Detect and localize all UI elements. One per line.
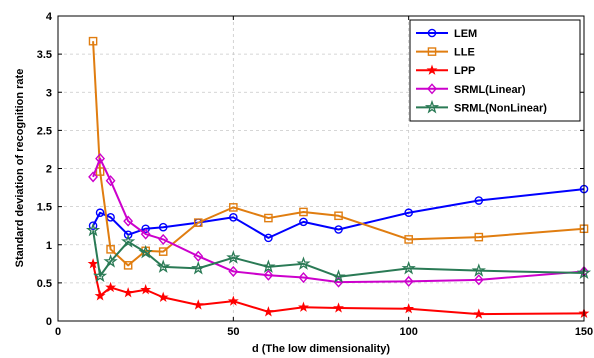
series-lpp-point bbox=[262, 306, 274, 317]
series-lle-point bbox=[299, 207, 308, 217]
series-lle-point bbox=[106, 245, 115, 254]
series-lem-point bbox=[474, 196, 484, 205]
series-lle-point bbox=[123, 261, 133, 270]
series-lle-point bbox=[88, 36, 98, 46]
series-srml-nonlinear-point bbox=[226, 250, 241, 264]
series-lem-point bbox=[334, 225, 343, 234]
series-srml-nonlinear-point bbox=[471, 263, 486, 277]
legend-entry: SRML(NonLinear) bbox=[454, 102, 547, 114]
series-srml-linear-point bbox=[123, 215, 134, 227]
series-lpp-point bbox=[227, 295, 239, 306]
y-tick-label: 1 bbox=[46, 240, 52, 252]
series-srml-nonlinear-point bbox=[138, 244, 153, 259]
series-srml-linear-point bbox=[140, 228, 151, 240]
series-lle-point bbox=[474, 232, 484, 242]
series-lem-point bbox=[141, 224, 150, 234]
x-axis-label: d (The low dimensionality) bbox=[252, 343, 390, 355]
series-lle-point bbox=[264, 213, 273, 223]
series-srml-nonlinear-point bbox=[191, 260, 206, 275]
series-srml-nonlinear-point bbox=[401, 260, 416, 275]
series-layer bbox=[85, 36, 592, 319]
series-srml-linear-point bbox=[105, 175, 116, 187]
series-lle-point bbox=[193, 218, 203, 227]
series-srml-nonlinear-point bbox=[85, 222, 101, 237]
series-lle bbox=[88, 36, 589, 270]
series-lle-point bbox=[334, 211, 343, 221]
series-lpp-point bbox=[157, 291, 169, 302]
series-srml-linear-point bbox=[193, 250, 204, 262]
series-srml-nonlinear-point bbox=[121, 234, 136, 248]
series-lem-point bbox=[299, 217, 308, 227]
series-srml-nonlinear-point bbox=[103, 254, 118, 268]
series-lpp-point bbox=[473, 308, 485, 319]
series-srml-linear-point bbox=[298, 271, 309, 284]
series-lem-point bbox=[123, 230, 133, 240]
y-tick-label: 0 bbox=[46, 316, 52, 328]
series-srml-nonlinear-point bbox=[92, 268, 108, 283]
series-lpp-point bbox=[298, 301, 309, 312]
series-lpp-point bbox=[192, 299, 204, 310]
y-tick-label: 0.5 bbox=[37, 278, 52, 290]
series-srml-linear-point bbox=[88, 171, 99, 183]
series-lpp-point bbox=[105, 281, 117, 293]
x-tick-label: 150 bbox=[575, 326, 593, 338]
series-srml-linear-point bbox=[228, 265, 239, 277]
legend: LEM LLE LPP SRML(Linear) SRML(NonLinear) bbox=[409, 19, 581, 122]
legend-marker bbox=[427, 83, 437, 95]
series-srml-nonlinear-point bbox=[296, 256, 311, 270]
series-lle-point bbox=[404, 235, 413, 244]
series-lpp-point bbox=[87, 258, 99, 269]
series-lle-point bbox=[95, 167, 105, 176]
legend-entry: LLE bbox=[454, 47, 475, 59]
series-srml-linear-point bbox=[403, 275, 414, 287]
series-lem-point bbox=[95, 208, 105, 218]
series-srml-linear-point bbox=[473, 274, 484, 286]
series-lpp-point bbox=[333, 302, 344, 313]
legend-entry: LPP bbox=[454, 65, 475, 77]
series-lem-point bbox=[229, 212, 238, 222]
legend-entry: LEM bbox=[454, 28, 477, 40]
series-lpp-point bbox=[94, 290, 106, 301]
series-srml-linear-point bbox=[263, 269, 274, 281]
series-lle-point bbox=[158, 247, 168, 256]
series-lpp-line bbox=[92, 263, 585, 316]
y-tick-label: 4 bbox=[46, 11, 53, 23]
y-tick-label: 3 bbox=[46, 87, 52, 99]
y-tick-label: 1.5 bbox=[37, 202, 52, 214]
series-lle-point bbox=[229, 203, 238, 212]
legend-marker bbox=[424, 99, 440, 114]
series-lpp-point bbox=[140, 284, 152, 295]
axis-ticks: 0 50 100 150 0 0.5 1 1.5 2 2.5 3 3.5 4 bbox=[37, 11, 593, 338]
legend-entry: SRML(Linear) bbox=[454, 84, 526, 96]
y-tick-label: 2 bbox=[46, 164, 52, 176]
x-tick-label: 50 bbox=[227, 326, 239, 338]
series-lem-point bbox=[404, 208, 413, 218]
series-srml-nonlinear-point bbox=[331, 269, 346, 283]
series-lpp bbox=[87, 258, 590, 319]
series-srml-nonlinear-point bbox=[156, 259, 171, 273]
series-lem-point bbox=[88, 221, 98, 230]
x-tick-label: 0 bbox=[55, 326, 61, 338]
series-lpp-point bbox=[122, 287, 134, 298]
y-tick-label: 2.5 bbox=[37, 125, 52, 137]
series-srml-linear-point bbox=[95, 153, 106, 165]
legend-marker bbox=[427, 28, 437, 38]
series-srml-nonlinear-point bbox=[261, 259, 276, 273]
y-axis-label: Standard deviation of recognition rate bbox=[14, 69, 26, 268]
series-lem-point bbox=[264, 233, 273, 243]
series-lem-point bbox=[158, 222, 168, 232]
legend-marker bbox=[426, 64, 438, 75]
series-srml-nonlinear bbox=[85, 222, 592, 283]
x-tick-label: 100 bbox=[399, 326, 417, 338]
series-srml-linear-point bbox=[158, 233, 169, 245]
series-srml-nonlinear-line bbox=[92, 230, 585, 278]
y-tick-label: 3.5 bbox=[37, 49, 52, 61]
series-lpp-point bbox=[403, 303, 415, 314]
legend-marker bbox=[427, 47, 437, 56]
